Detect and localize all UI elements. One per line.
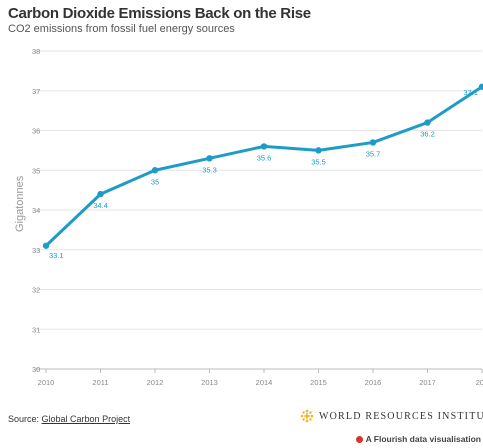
y-tick-label: 37: [32, 87, 40, 96]
data-label: 33.1: [49, 251, 64, 260]
flourish-logo-icon: [355, 435, 363, 443]
data-point: [151, 167, 159, 174]
line-chart: 30 31 32 33 34 35 36 37 38 2010 2011 2012 2013 2014 20…: [32, 47, 483, 387]
chart-title: Carbon Dioxide Emissions Back on the Ris…: [8, 5, 311, 22]
data-point: [260, 143, 268, 150]
x-tick-label: 2012: [147, 378, 164, 387]
data-label: 36.2: [420, 130, 435, 139]
x-tick-label: 201: [476, 378, 483, 387]
y-tick-label: 30: [32, 365, 40, 374]
x-tick-label: 2016: [365, 378, 382, 387]
x-tick-label: 2015: [310, 378, 327, 387]
y-tick-label: 36: [32, 127, 40, 136]
x-tick-label: 2011: [92, 378, 108, 387]
y-axis-label: Gigatonnes: [14, 175, 26, 232]
series-line: [44, 85, 483, 248]
wri-logo-text: WORLD RESOURCES INSTITUTE: [319, 410, 483, 422]
data-point: [315, 147, 322, 154]
y-tick-label: 32: [32, 286, 40, 295]
y-tick-label: 33: [32, 246, 40, 255]
flourish-credit[interactable]: A Flourish data visualisation: [355, 434, 481, 444]
data-label: 37.1: [463, 88, 478, 97]
data-label: 35.6: [257, 153, 272, 162]
data-point: [478, 83, 483, 90]
wri-logo[interactable]: WORLD RESOURCES INSTITUTE: [300, 409, 483, 423]
y-tick-label: 31: [32, 325, 40, 334]
data-label: 35: [151, 177, 159, 186]
data-label: 35.7: [366, 149, 381, 158]
wri-logo-icon: [300, 409, 314, 423]
data-point: [42, 242, 50, 249]
data-point: [369, 139, 377, 146]
data-point: [206, 155, 213, 162]
chart-subtitle: CO2 emissions from fossil fuel energy so…: [8, 23, 235, 35]
flourish-credit-text: A Flourish data visualisation: [365, 434, 481, 444]
y-tick-label: 34: [32, 206, 40, 215]
data-label: 35.3: [202, 165, 217, 174]
y-tick-label: 38: [32, 47, 40, 56]
x-tick-label: 2010: [38, 378, 55, 387]
y-tick-label: 35: [32, 166, 40, 175]
data-point: [424, 119, 431, 126]
data-point: [97, 190, 104, 198]
data-label: 35.5: [311, 157, 326, 166]
x-tick-label: 2014: [256, 378, 273, 387]
source-link[interactable]: Global Carbon Project: [41, 414, 131, 424]
data-label: 34.4: [93, 201, 108, 210]
x-tick-label: 2013: [201, 378, 218, 387]
source-note: Source: Global Carbon Project: [8, 414, 130, 424]
source-prefix: Source:: [8, 414, 42, 424]
x-tick-label: 2017: [419, 378, 436, 387]
